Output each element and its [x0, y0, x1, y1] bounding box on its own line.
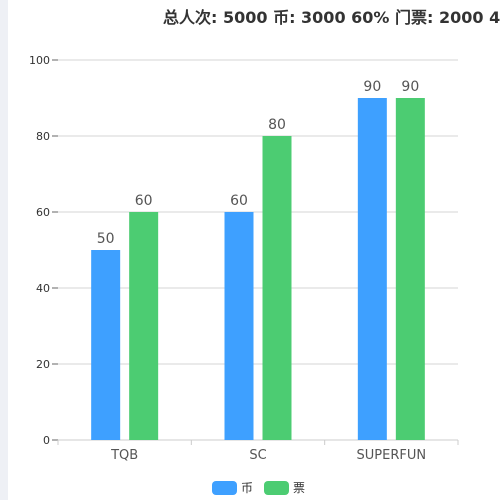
bar[interactable] [129, 212, 159, 440]
data-labels: 50 60 60 80 90 90 [97, 79, 419, 247]
grid-lines [58, 59, 458, 365]
bar[interactable] [91, 250, 121, 440]
y-tick-label: 80 [36, 130, 50, 143]
data-label: 90 [363, 79, 381, 95]
bars [91, 98, 425, 440]
bar[interactable] [357, 98, 387, 440]
legend-swatch[interactable] [264, 481, 289, 495]
bar[interactable] [395, 98, 425, 440]
x-axis: TQB SC SUPERFUN [57, 439, 459, 463]
y-tick-label: 20 [36, 358, 50, 371]
sidebar-edge [0, 0, 8, 500]
bar[interactable] [224, 212, 254, 440]
data-label: 80 [268, 117, 286, 133]
x-tick-label: SC [249, 448, 266, 463]
data-label: 90 [401, 79, 419, 95]
y-tick-label: 100 [29, 54, 50, 67]
legend-label[interactable]: 币 [241, 481, 253, 495]
data-label: 50 [97, 231, 115, 247]
x-tick-label: SUPERFUN [357, 448, 427, 463]
y-axis: 0 20 40 60 80 100 [29, 54, 58, 447]
x-tick-label: TQB [110, 448, 138, 463]
legend[interactable]: 币票 [212, 481, 305, 495]
y-tick-label: 40 [36, 282, 50, 295]
data-label: 60 [230, 193, 248, 209]
y-tick-label: 0 [43, 434, 50, 447]
y-tick-label: 60 [36, 206, 50, 219]
legend-swatch[interactable] [212, 481, 237, 495]
chart-title: 总人次: 5000 币: 3000 60% 门票: 2000 4 [163, 8, 500, 27]
legend-label[interactable]: 票 [293, 481, 305, 495]
data-label: 60 [135, 193, 153, 209]
bar[interactable] [262, 136, 292, 440]
